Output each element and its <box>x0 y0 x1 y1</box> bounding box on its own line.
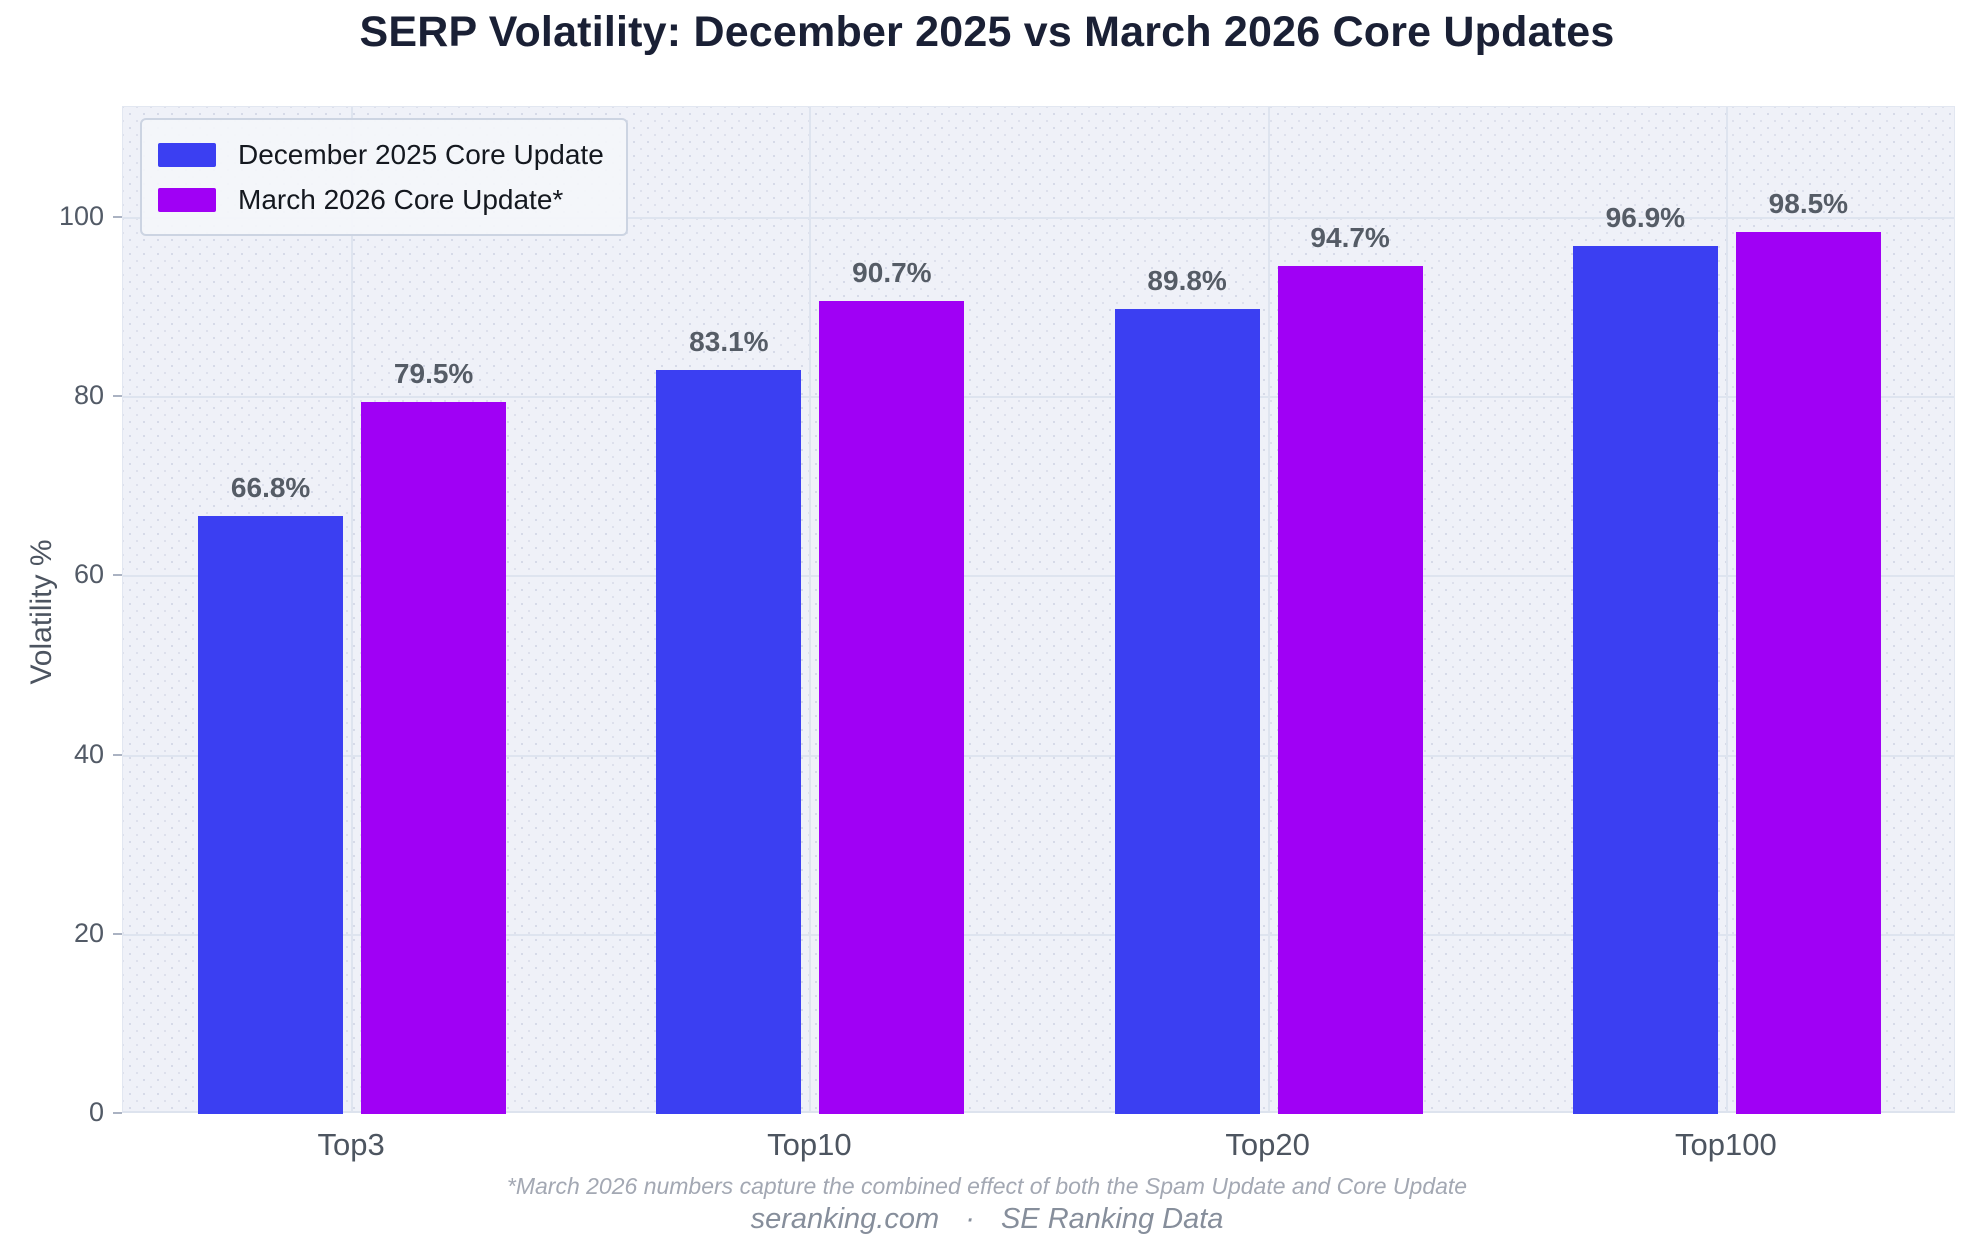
x-gridline <box>809 107 812 1111</box>
y-tick-mark <box>113 574 122 577</box>
x-tick-label: Top10 <box>767 1127 852 1162</box>
bar-value-label: 90.7% <box>852 257 932 289</box>
x-gridline <box>1725 107 1728 1111</box>
x-tick-label: Top20 <box>1225 1127 1310 1162</box>
y-tick-mark <box>113 753 122 756</box>
bar-top20-series1 <box>1114 309 1260 1114</box>
bar-top100-series2 <box>1735 231 1881 1114</box>
x-tick-label: Top100 <box>1675 1127 1777 1162</box>
legend: December 2025 Core Update March 2026 Core… <box>140 118 628 236</box>
y-tick-label: 0 <box>88 1097 104 1127</box>
legend-item: December 2025 Core Update <box>158 132 604 177</box>
footnote: *March 2026 numbers capture the combined… <box>506 1173 1468 1199</box>
y-tick-label: 80 <box>73 380 104 411</box>
y-tick-mark <box>113 1112 122 1114</box>
bar-value-label: 96.9% <box>1605 201 1686 233</box>
y-gridline <box>123 754 1954 757</box>
y-gridline <box>123 217 1954 220</box>
y-tick-mark <box>113 216 122 219</box>
bar-value-label: 89.8% <box>1147 265 1227 297</box>
x-gridline <box>1267 107 1270 1111</box>
bar-top3-series1 <box>198 515 344 1114</box>
bar-top20-series2 <box>1277 265 1423 1114</box>
y-tick-mark <box>113 932 122 935</box>
x-gridline <box>351 107 354 1111</box>
y-gridline <box>123 575 1954 578</box>
bar-value-label: 98.5% <box>1768 187 1849 219</box>
bar-value-label: 66.8% <box>230 471 311 503</box>
y-gridline <box>123 933 1954 936</box>
bar-top10-series1 <box>656 369 802 1114</box>
x-tick-label: Top3 <box>317 1127 385 1162</box>
legend-item: March 2026 Core Update* <box>158 177 604 222</box>
bar-top100-series1 <box>1572 245 1718 1114</box>
bar-top3-series2 <box>361 401 507 1114</box>
legend-label: December 2025 Core Update <box>238 138 604 170</box>
bar-value-label: 79.5% <box>393 357 474 389</box>
legend-swatch <box>158 142 216 167</box>
chart-title: SERP Volatility: December 2025 vs March … <box>359 8 1615 56</box>
source-site: seranking.com <box>750 1203 940 1235</box>
y-tick-label: 20 <box>73 917 104 948</box>
bar-top10-series2 <box>819 301 965 1114</box>
y-tick-label: 60 <box>73 559 104 590</box>
y-tick-mark <box>113 395 122 398</box>
source-label: SE Ranking Data <box>1000 1203 1224 1235</box>
bar-value-label: 94.7% <box>1310 221 1390 253</box>
legend-label: March 2026 Core Update* <box>238 183 564 215</box>
source-separator: · <box>965 1203 975 1235</box>
legend-swatch <box>158 187 216 212</box>
y-tick-label: 100 <box>58 201 104 232</box>
source-line: seranking.com · SE Ranking Data <box>0 1203 1974 1236</box>
y-gridline <box>123 396 1954 399</box>
y-tick-label: 40 <box>73 738 104 769</box>
bar-value-label: 83.1% <box>689 325 769 357</box>
plot-area: 66.8% 79.5% 83.1% 90.7% 89.8% 94.7% 96.9% 98.5% <box>122 106 1955 1114</box>
